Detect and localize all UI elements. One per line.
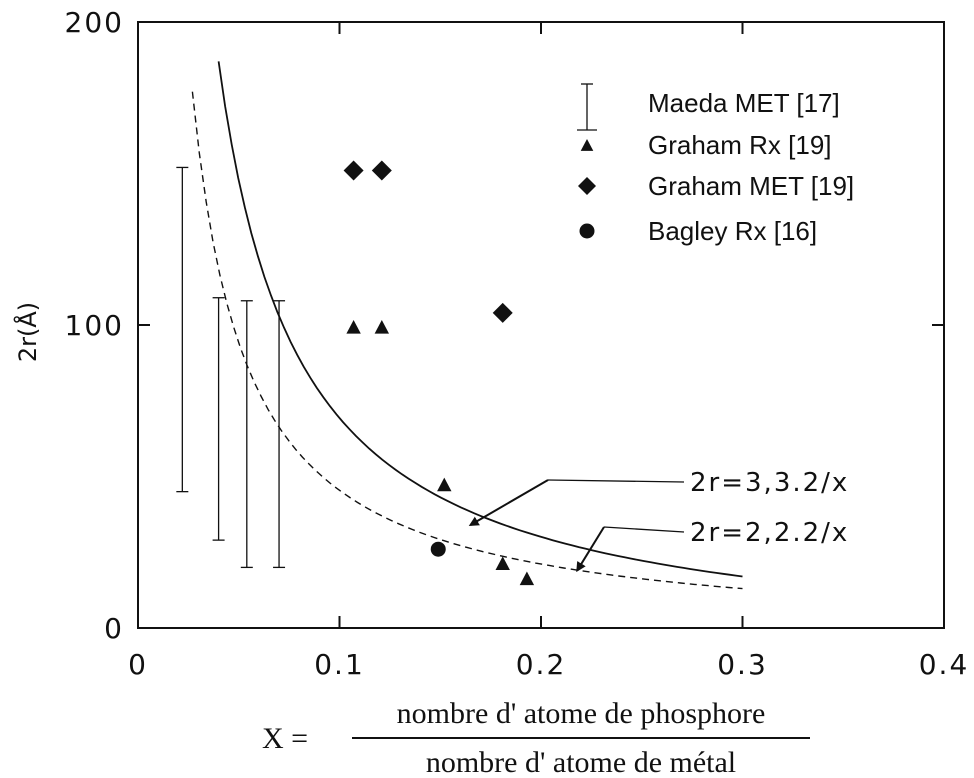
solid-curve — [217, 61, 743, 578]
model-curves — [191, 61, 743, 590]
legend-circle — [579, 223, 595, 239]
legend-triangle — [580, 139, 594, 151]
x-tick-label: 0.2 — [516, 648, 567, 681]
legend-symbol — [577, 83, 597, 131]
triangle-point — [437, 477, 452, 492]
legend-symbol — [579, 223, 595, 239]
x-axis-title-numerator: nombre d' atome de phosphore — [397, 697, 766, 730]
legend-label: Maeda MET [17] — [648, 88, 840, 118]
x-tick-label: 0.3 — [717, 648, 768, 681]
annotation-arrow — [576, 526, 605, 573]
curve-annotations: 2r=3,3.2/x 2r=2,2.2/x — [468, 468, 849, 573]
y-tick-label: 100 — [65, 309, 124, 342]
y-axis: 0 100 200 — [65, 6, 944, 645]
legend: Maeda MET [17] Graham Rx [19] Graham MET [… — [577, 83, 854, 246]
diamond-point — [371, 160, 392, 181]
curve-annotation-label: 2r=2,2.2/x — [690, 518, 849, 548]
error-bar — [212, 297, 225, 541]
y-tick-label: 200 — [65, 6, 124, 39]
x-axis-title-denominator: nombre d' atome de métal — [426, 746, 736, 778]
legend-label: Bagley Rx [16] — [648, 216, 817, 246]
x-axis: 0 0.1 0.2 0.3 0.4 — [128, 22, 970, 681]
x-tick-label: 0.1 — [314, 648, 365, 681]
legend-label: Graham MET [19] — [648, 171, 854, 201]
triangle-point — [495, 556, 510, 570]
triangle-point — [374, 320, 390, 334]
error-bar — [273, 300, 286, 569]
triangle-point — [519, 571, 535, 586]
triangle-point — [346, 320, 361, 334]
legend-label: Graham Rx [19] — [648, 130, 832, 160]
diamond-point — [343, 160, 364, 181]
annotation-arrow — [468, 479, 549, 526]
y-tick-label: 0 — [104, 612, 124, 645]
annotation-leader — [547, 479, 685, 483]
x-tick-label: 0 — [128, 648, 148, 681]
y-axis-title: 2r(Å) — [13, 302, 42, 362]
x-axis-title: X = nombre d' atome de phosphore nombre … — [262, 697, 810, 778]
dashed-curve — [191, 91, 743, 590]
data-marks — [176, 160, 535, 586]
legend-symbol — [580, 139, 594, 151]
x-tick-label: 0.4 — [919, 648, 970, 681]
error-bar — [240, 300, 253, 569]
curve-annotation-label: 2r=3,3.2/x — [690, 468, 849, 498]
annotation-leader — [603, 526, 685, 533]
circle-point — [430, 541, 446, 557]
error-bar — [176, 166, 189, 493]
diamond-point — [492, 302, 513, 323]
legend-symbol — [578, 177, 596, 195]
legend-diamond — [578, 177, 596, 195]
x-axis-title-prefix: X = — [262, 722, 308, 755]
